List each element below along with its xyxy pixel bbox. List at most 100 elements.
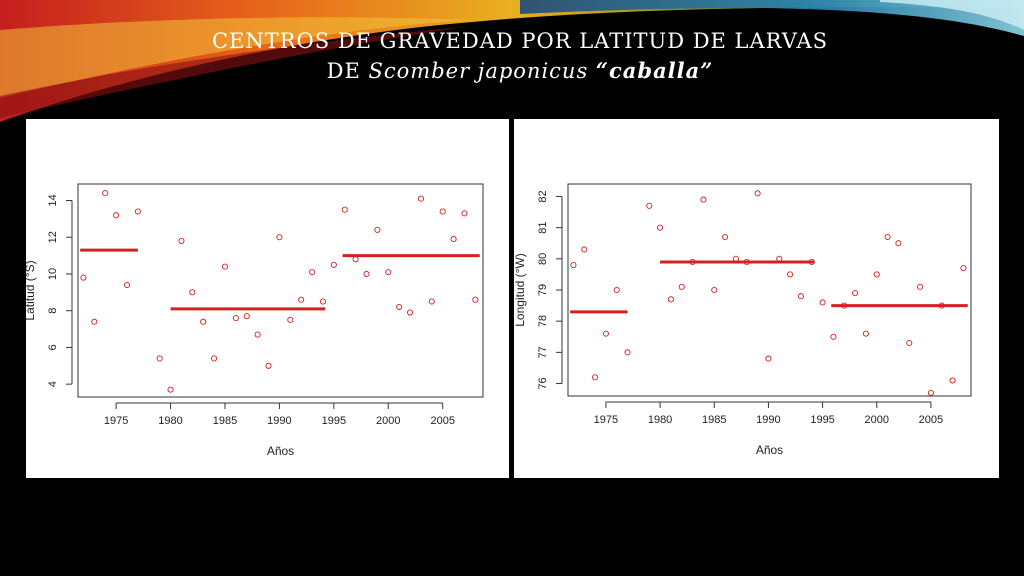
data-point bbox=[722, 233, 729, 241]
data-point bbox=[927, 389, 934, 396]
data-point bbox=[646, 202, 653, 209]
x-tick-label: 2005 bbox=[919, 414, 943, 426]
data-point bbox=[243, 313, 250, 320]
data-point bbox=[450, 236, 457, 243]
y-tick-label: 14 bbox=[47, 194, 59, 206]
data-point bbox=[700, 196, 707, 203]
data-point bbox=[787, 271, 794, 278]
data-point bbox=[211, 355, 218, 362]
data-point bbox=[613, 286, 620, 294]
decorative-banner bbox=[0, 0, 1024, 122]
data-point bbox=[287, 316, 294, 323]
y-tick-label: 81 bbox=[537, 222, 549, 234]
x-tick-label: 2005 bbox=[430, 415, 454, 427]
data-point bbox=[906, 339, 913, 347]
data-point bbox=[917, 283, 924, 290]
data-point bbox=[254, 331, 261, 338]
y-tick-label: 6 bbox=[47, 344, 59, 350]
species-name: Scomber japonicus bbox=[368, 59, 589, 83]
x-tick-label: 2000 bbox=[376, 415, 400, 427]
data-point bbox=[819, 299, 826, 306]
data-point bbox=[319, 298, 327, 305]
title-line-2: DE Scomber japonicus “caballa” bbox=[150, 56, 890, 86]
data-point bbox=[167, 386, 174, 393]
latitude-chart: 1975 1980 1985 1990 1995 2000 2005 4 6 8 10 12 14 Año… bbox=[23, 183, 484, 458]
data-point bbox=[363, 270, 370, 278]
x-tick-label: 1975 bbox=[104, 415, 128, 427]
data-point bbox=[265, 362, 272, 369]
data-point bbox=[309, 269, 316, 276]
data-point bbox=[156, 355, 163, 362]
slide-title: CENTROS DE GRAVEDAD POR LATITUD DE LARVA… bbox=[150, 26, 890, 86]
data-point bbox=[852, 290, 859, 297]
data-point bbox=[417, 195, 424, 202]
y-tick-label: 82 bbox=[537, 190, 549, 202]
data-point bbox=[678, 283, 685, 290]
y-tick-label: 78 bbox=[537, 315, 549, 327]
y-tick-label: 12 bbox=[47, 231, 59, 243]
x-tick-label: 1995 bbox=[322, 415, 346, 427]
data-point bbox=[276, 234, 283, 241]
data-point bbox=[667, 296, 674, 303]
data-point bbox=[895, 240, 902, 247]
data-point bbox=[200, 318, 207, 325]
data-point bbox=[123, 281, 131, 289]
y-tick-label: 76 bbox=[537, 377, 549, 389]
plot-frame bbox=[567, 183, 972, 397]
x-tick-label: 1985 bbox=[213, 415, 237, 427]
y-axis-label: Latitud (°S) bbox=[26, 260, 37, 320]
x-axis-label: Años bbox=[267, 444, 294, 458]
y-tick-label: 80 bbox=[537, 253, 549, 265]
data-point bbox=[178, 237, 185, 244]
x-tick-label: 1975 bbox=[594, 414, 618, 426]
data-point bbox=[189, 289, 196, 296]
data-point bbox=[374, 226, 381, 233]
x-tick-label: 1990 bbox=[267, 415, 291, 427]
longitude-chart: 1975 1980 1985 1990 1995 2000 2005 76 77 78 79 80 81… bbox=[513, 183, 972, 457]
data-point bbox=[570, 262, 577, 269]
data-point bbox=[80, 274, 87, 281]
latitude-chart-panel: 1975 1980 1985 1990 1995 2000 2005 4 6 8 10 12 14 Año… bbox=[23, 119, 509, 478]
data-point bbox=[624, 349, 631, 356]
data-point bbox=[341, 206, 348, 213]
x-tick-label: 1990 bbox=[756, 414, 780, 426]
data-point bbox=[657, 224, 664, 231]
y-tick-label: 8 bbox=[47, 308, 59, 314]
data-point bbox=[298, 296, 305, 303]
data-point bbox=[711, 286, 718, 294]
data-point bbox=[592, 374, 599, 381]
data-point bbox=[113, 212, 120, 219]
data-point bbox=[602, 330, 609, 337]
x-tick-label: 2000 bbox=[865, 414, 889, 426]
data-point bbox=[232, 314, 239, 322]
data-point bbox=[428, 298, 435, 305]
data-point bbox=[407, 309, 414, 316]
data-point bbox=[439, 208, 446, 215]
data-point bbox=[330, 261, 337, 268]
data-point bbox=[873, 271, 880, 278]
data-point bbox=[221, 263, 229, 270]
y-tick-label: 77 bbox=[537, 346, 549, 358]
data-point bbox=[581, 246, 588, 253]
x-tick-label: 1980 bbox=[648, 414, 672, 426]
x-axis-label: Años bbox=[756, 443, 783, 457]
data-point bbox=[862, 330, 869, 337]
x-tick-label: 1995 bbox=[810, 414, 834, 426]
data-point bbox=[352, 256, 359, 263]
x-tick-label: 1985 bbox=[702, 414, 726, 426]
longitude-chart-panel: 1975 1980 1985 1990 1995 2000 2005 76 77 78 79 80 81… bbox=[513, 119, 999, 478]
title-prefix: DE bbox=[326, 59, 361, 83]
data-point bbox=[754, 190, 761, 197]
data-point bbox=[949, 377, 956, 384]
data-point bbox=[385, 269, 392, 276]
y-tick-label: 10 bbox=[47, 268, 59, 280]
data-point bbox=[134, 208, 141, 215]
data-point bbox=[765, 355, 772, 362]
data-point bbox=[830, 333, 837, 340]
data-point bbox=[960, 265, 967, 272]
y-tick-label: 79 bbox=[537, 284, 549, 296]
data-point bbox=[91, 318, 98, 325]
data-point bbox=[396, 303, 403, 311]
data-point bbox=[472, 296, 479, 303]
data-point bbox=[884, 233, 891, 241]
